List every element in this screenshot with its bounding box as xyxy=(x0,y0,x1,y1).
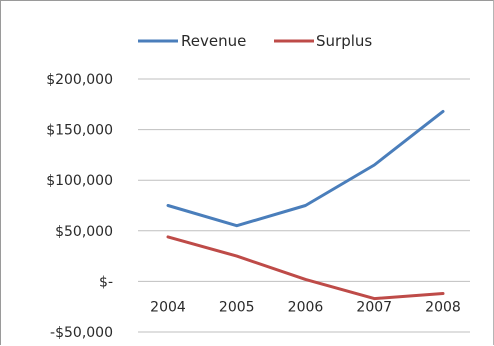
y-axis-tick-labels: -$50,000 $- $50,000 $100,000 $150,000 $200,00… xyxy=(46,72,113,341)
y-tick-label: $200,000 xyxy=(46,72,113,88)
series-lines xyxy=(166,109,445,301)
y-tick-label: -$50,000 xyxy=(50,325,113,341)
x-tick-label: 2007 xyxy=(356,299,392,315)
y-tick-label: $150,000 xyxy=(46,123,113,139)
series-line-surplus xyxy=(166,235,445,301)
x-tick-label: 2004 xyxy=(150,299,186,315)
x-tick-label: 2005 xyxy=(219,299,255,315)
x-tick-label: 2006 xyxy=(288,299,324,315)
series-line-revenue xyxy=(166,109,445,228)
legend-label-surplus: Surplus xyxy=(316,32,372,50)
gridlines xyxy=(138,78,470,333)
legend-label-revenue: Revenue xyxy=(181,32,246,50)
y-tick-label: $50,000 xyxy=(55,224,113,240)
legend: Revenue Surplus xyxy=(138,32,372,50)
x-axis-tick-labels: 2004 2005 2006 2007 2008 xyxy=(150,299,461,315)
y-tick-label: $100,000 xyxy=(46,173,113,189)
y-tick-label: $- xyxy=(99,274,113,290)
x-tick-label: 2008 xyxy=(425,299,461,315)
